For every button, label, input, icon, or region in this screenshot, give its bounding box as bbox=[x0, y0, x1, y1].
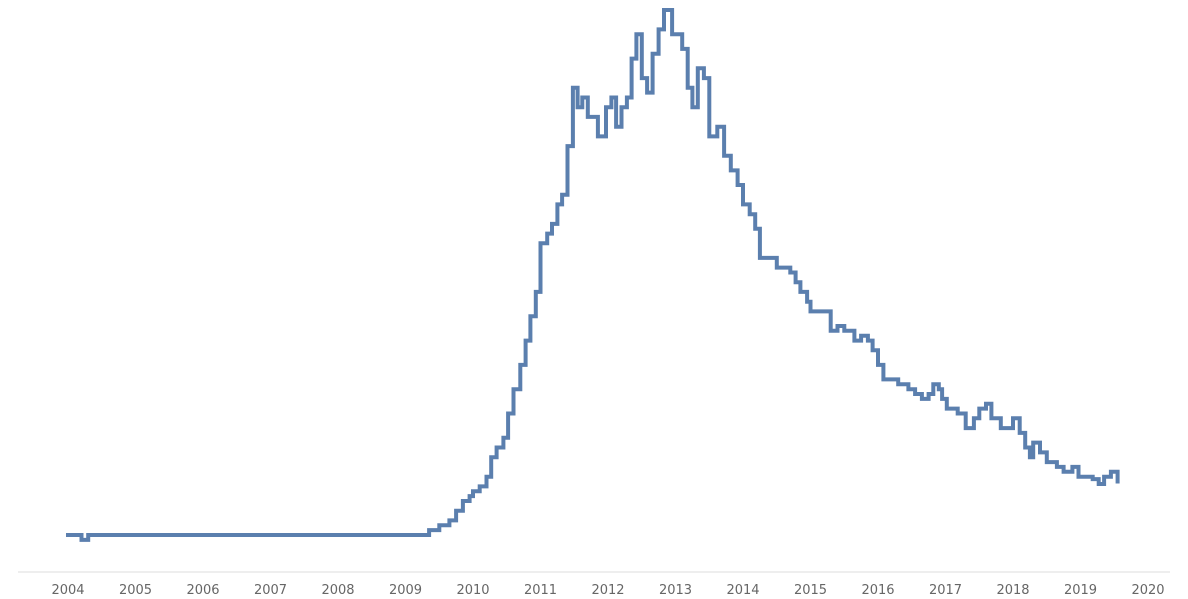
x-tick-label: 2013 bbox=[659, 583, 692, 598]
series-layer bbox=[66, 8, 1120, 542]
x-axis: 2004 2005 2006 2007 2008 2009 2010 2011 2012 2013… bbox=[18, 571, 1170, 598]
x-tick-label: 2020 bbox=[1131, 583, 1164, 598]
x-tick-label: 2011 bbox=[524, 583, 557, 598]
x-tick-label: 2008 bbox=[321, 583, 354, 598]
x-tick-label: 2006 bbox=[186, 583, 219, 598]
x-tick-label: 2005 bbox=[119, 583, 152, 598]
series-line bbox=[66, 8, 1120, 542]
x-tick-label: 2015 bbox=[794, 583, 827, 598]
x-tick-label: 2014 bbox=[726, 583, 759, 598]
x-tick-label: 2012 bbox=[591, 583, 624, 598]
x-tick-label: 2019 bbox=[1064, 583, 1097, 598]
x-tick-label: 2009 bbox=[389, 583, 422, 598]
x-tick-label: 2016 bbox=[861, 583, 894, 598]
x-tick-label: 2010 bbox=[456, 583, 489, 598]
x-tick-label: 2017 bbox=[929, 583, 962, 598]
x-tick-label: 2004 bbox=[51, 583, 84, 598]
x-tick-label: 2018 bbox=[996, 583, 1029, 598]
x-tick-label: 2007 bbox=[254, 583, 287, 598]
